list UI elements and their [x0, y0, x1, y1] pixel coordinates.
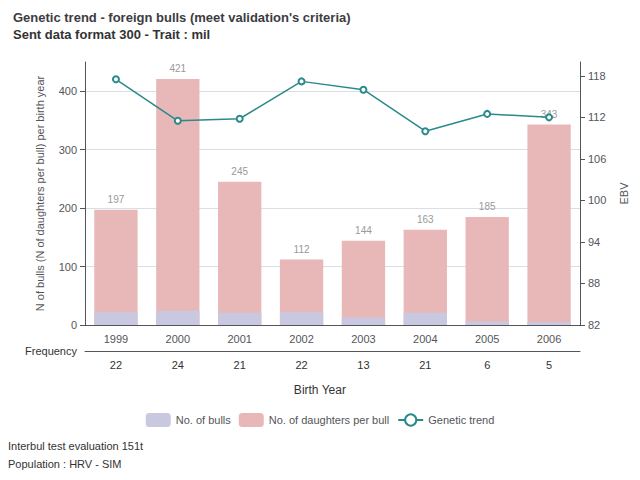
svg-text:0: 0	[71, 319, 77, 331]
svg-text:421: 421	[169, 63, 186, 74]
svg-text:Interbul test evaluation 151t: Interbul test evaluation 151t	[8, 440, 143, 452]
svg-text:94: 94	[588, 236, 600, 248]
svg-text:N of bulls (N of daughters per: N of bulls (N of daughters per bull) per…	[34, 75, 46, 311]
svg-text:Birth Year: Birth Year	[294, 383, 346, 397]
svg-text:No. of daughters per bull: No. of daughters per bull	[269, 414, 389, 426]
svg-text:112: 112	[588, 111, 606, 123]
svg-text:200: 200	[59, 202, 77, 214]
svg-text:21: 21	[234, 359, 246, 371]
svg-text:2004: 2004	[413, 333, 437, 345]
svg-text:100: 100	[59, 261, 77, 273]
svg-text:1999: 1999	[104, 333, 128, 345]
svg-text:144: 144	[355, 225, 372, 236]
svg-text:2001: 2001	[227, 333, 251, 345]
svg-text:185: 185	[479, 201, 496, 212]
svg-text:118: 118	[588, 70, 606, 82]
svg-text:Frequency: Frequency	[25, 345, 77, 357]
svg-text:Genetic trend: Genetic trend	[428, 414, 494, 426]
svg-text:Genetic trend - foreign bulls: Genetic trend - foreign bulls (meet vali…	[13, 10, 351, 25]
svg-text:22: 22	[110, 359, 122, 371]
svg-text:100: 100	[588, 194, 606, 206]
svg-text:300: 300	[59, 144, 77, 156]
svg-text:106: 106	[588, 153, 606, 165]
svg-text:2003: 2003	[351, 333, 375, 345]
svg-text:No. of bulls: No. of bulls	[176, 414, 232, 426]
svg-text:13: 13	[357, 359, 369, 371]
svg-text:82: 82	[588, 319, 600, 331]
svg-text:2005: 2005	[475, 333, 499, 345]
svg-text:6: 6	[484, 359, 490, 371]
svg-text:EBV: EBV	[618, 182, 630, 205]
svg-text:88: 88	[588, 277, 600, 289]
svg-text:245: 245	[231, 166, 248, 177]
svg-text:197: 197	[108, 194, 125, 205]
svg-text:343: 343	[541, 109, 558, 120]
svg-text:24: 24	[172, 359, 184, 371]
svg-text:21: 21	[419, 359, 431, 371]
svg-text:163: 163	[417, 214, 434, 225]
svg-text:Sent data format 300 - Trait :: Sent data format 300 - Trait : mil	[13, 27, 210, 42]
svg-text:2006: 2006	[537, 333, 561, 345]
svg-text:2000: 2000	[166, 333, 190, 345]
svg-text:22: 22	[295, 359, 307, 371]
svg-text:5: 5	[546, 359, 552, 371]
svg-text:400: 400	[59, 85, 77, 97]
svg-text:2002: 2002	[289, 333, 313, 345]
svg-text:112: 112	[294, 244, 310, 255]
svg-text:Population : HRV - SIM: Population : HRV - SIM	[8, 458, 122, 470]
